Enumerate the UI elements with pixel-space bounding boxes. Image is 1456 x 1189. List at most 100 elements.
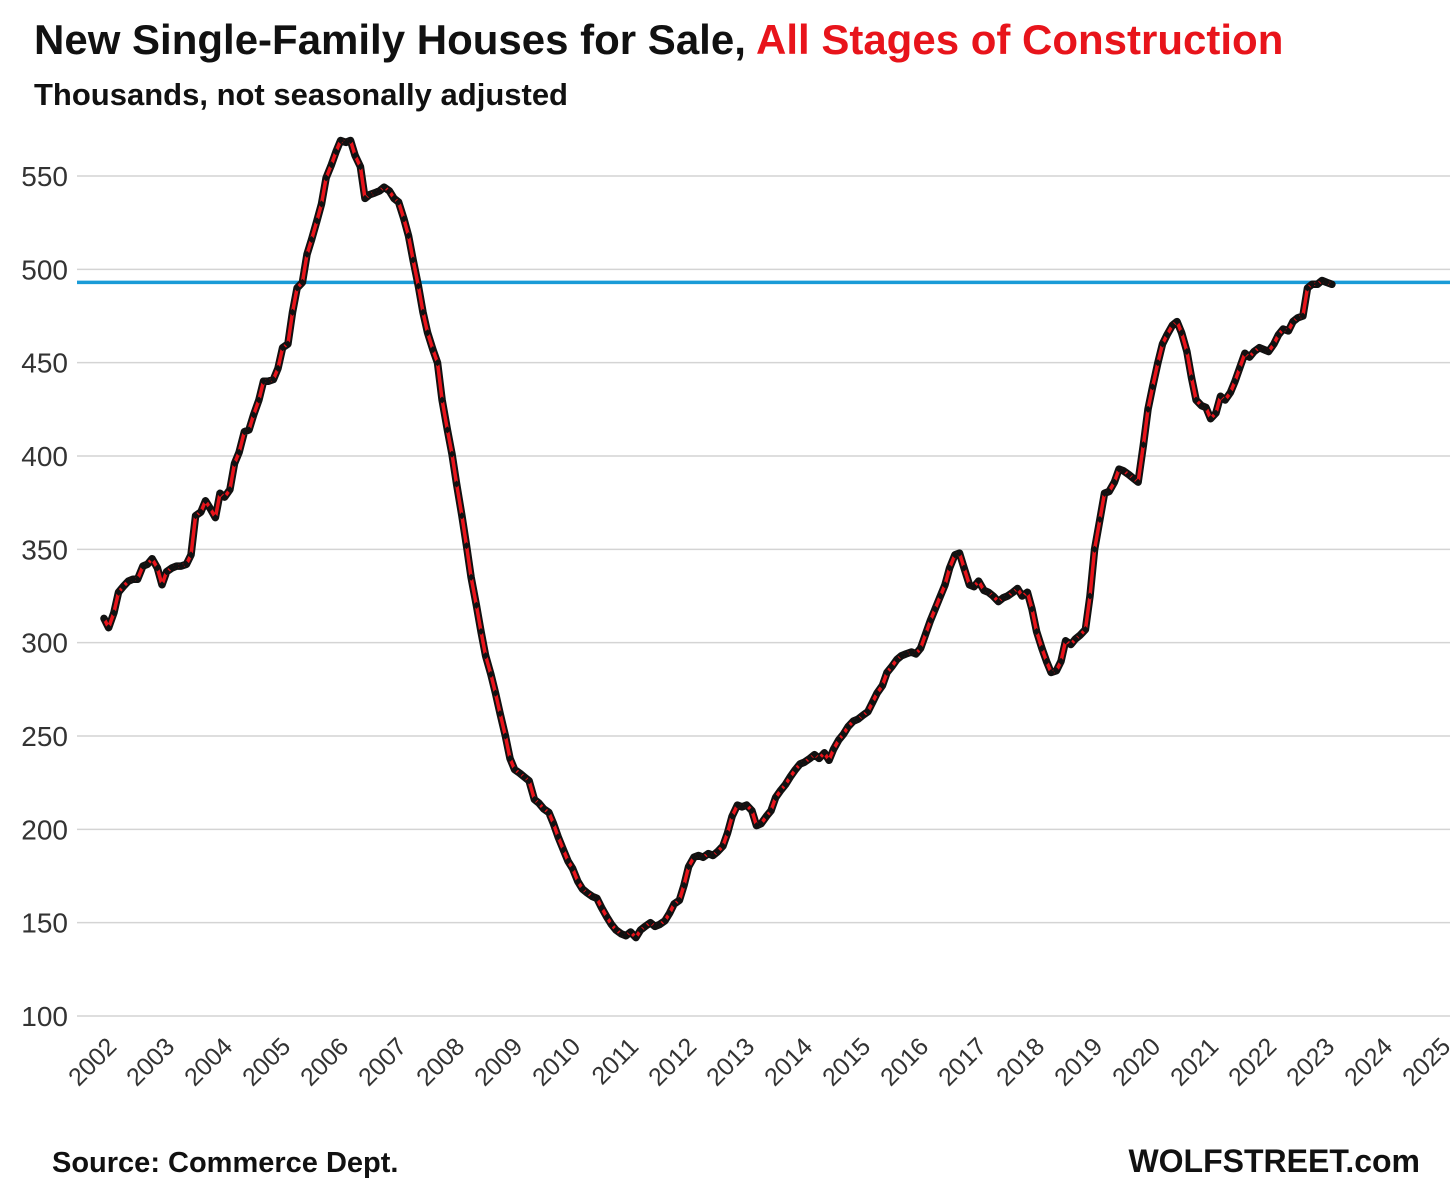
data-point: [665, 909, 674, 917]
data-point: [574, 878, 582, 886]
data-point: [781, 780, 790, 789]
data-point: [467, 573, 475, 581]
data-point: [820, 749, 828, 757]
data-point: [835, 736, 843, 744]
data-point: [337, 136, 345, 145]
data-point: [607, 920, 616, 929]
data-point: [255, 396, 263, 404]
data-point: [994, 598, 1002, 606]
data-point: [549, 820, 558, 828]
series-markers: [100, 136, 1336, 942]
data-point: [477, 627, 485, 636]
data-point: [641, 922, 649, 930]
data-point: [448, 450, 456, 458]
x-tick-label-2021: 2021: [1165, 1032, 1224, 1091]
data-point: [564, 857, 572, 865]
data-point: [332, 148, 340, 156]
data-point: [404, 232, 413, 240]
data-point: [182, 560, 190, 568]
data-point: [366, 191, 374, 199]
data-point: [395, 198, 403, 206]
data-point: [603, 913, 611, 921]
data-point: [864, 708, 872, 716]
data-point: [902, 650, 910, 658]
chart-title: New Single-Family Houses for Sale, All S…: [34, 16, 1283, 63]
data-point: [114, 588, 123, 596]
data-point: [433, 359, 442, 367]
source-note: Source: Commerce Dept.: [52, 1147, 399, 1179]
data-point: [293, 284, 301, 292]
data-point: [975, 577, 983, 585]
data-point: [989, 592, 997, 600]
x-tick-label-2017: 2017: [933, 1032, 992, 1091]
data-point: [854, 715, 862, 723]
data-point: [197, 508, 205, 516]
data-point: [511, 766, 519, 774]
data-point: [462, 542, 471, 550]
y-tick-label-100: 100: [21, 1001, 68, 1032]
y-tick-label-450: 450: [21, 348, 68, 379]
y-tick-label-500: 500: [21, 254, 68, 285]
data-point: [767, 807, 775, 815]
data-point: [757, 820, 765, 828]
data-point: [670, 900, 678, 908]
data-point: [172, 562, 181, 570]
data-point: [279, 344, 287, 352]
data-point: [201, 497, 210, 505]
data-point: [230, 459, 239, 468]
data-point: [786, 773, 794, 781]
data-point: [375, 187, 384, 195]
data-point: [525, 777, 533, 785]
data-point: [830, 745, 838, 753]
data-point: [636, 926, 645, 934]
data-point: [1013, 584, 1022, 593]
data-point: [356, 163, 364, 171]
data-point: [472, 601, 480, 609]
data-point: [984, 588, 993, 596]
data-point: [748, 807, 756, 815]
data-point: [661, 917, 669, 925]
data-point: [578, 885, 587, 893]
data-point: [429, 346, 437, 354]
data-point: [675, 896, 683, 904]
data-point: [926, 616, 935, 624]
data-point: [1004, 592, 1012, 600]
x-tick-label-2012: 2012: [643, 1032, 702, 1091]
data-point: [709, 851, 717, 860]
data-point: [777, 786, 785, 794]
data-point: [487, 670, 495, 678]
data-point: [424, 329, 432, 337]
data-point: [453, 480, 461, 488]
data-point: [491, 689, 500, 697]
data-point: [656, 920, 664, 929]
x-tick-label-2006: 2006: [295, 1032, 354, 1091]
y-tick-label-400: 400: [21, 441, 68, 472]
y-tick-label-300: 300: [21, 628, 68, 659]
y-tick-label-250: 250: [21, 721, 68, 752]
data-point: [810, 751, 819, 759]
data-point: [288, 308, 297, 316]
data-point: [888, 663, 896, 671]
series-line: [102, 138, 1334, 940]
data-point: [699, 853, 707, 861]
data-point: [361, 194, 369, 202]
x-tick-label-2022: 2022: [1223, 1032, 1282, 1091]
data-point: [482, 652, 490, 660]
data-point: [322, 174, 330, 182]
data-point: [743, 801, 751, 809]
x-tick-label-2003: 2003: [121, 1032, 180, 1091]
data-point: [728, 812, 736, 820]
data-point: [535, 799, 543, 807]
data-point: [313, 217, 321, 225]
data-point: [419, 308, 427, 316]
data-point: [868, 698, 877, 706]
data-point: [501, 732, 509, 740]
data-point: [917, 644, 925, 652]
data-point: [458, 512, 466, 520]
x-tick-label-2004: 2004: [179, 1032, 238, 1091]
series-line-outline: [100, 136, 1336, 942]
data-point: [873, 689, 881, 697]
data-point: [216, 489, 224, 497]
x-tick-label-2020: 2020: [1107, 1032, 1166, 1091]
